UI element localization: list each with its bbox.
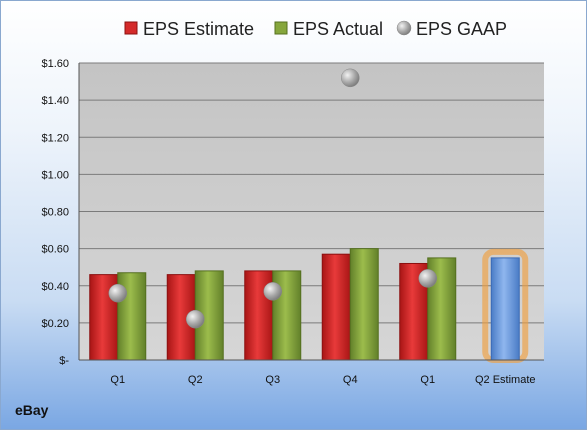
marker-eps-gaap xyxy=(418,269,437,288)
marker-eps-gaap xyxy=(108,283,127,303)
y-tick-label: $- xyxy=(59,355,69,367)
x-tick-label: Q1 xyxy=(110,374,125,386)
legend-eps-actual: EPS Actual xyxy=(274,19,383,39)
legend-label: EPS GAAP xyxy=(416,19,507,39)
bar-eps-actual xyxy=(272,270,302,361)
y-tick-label: $0.60 xyxy=(41,244,69,256)
x-tick-label: Q2 xyxy=(188,374,203,386)
company-label: eBay xyxy=(15,402,49,418)
legend-swatch xyxy=(396,20,412,36)
y-tick-label: $1.20 xyxy=(41,132,69,144)
bar-eps-actual xyxy=(349,248,379,361)
y-tick-label: $1.00 xyxy=(41,169,69,181)
y-tick-label: $1.40 xyxy=(41,95,69,107)
x-tick-label: Q3 xyxy=(265,374,280,386)
x-tick-label: Q2 Estimate xyxy=(475,374,536,386)
legend-eps-gaap: EPS GAAP xyxy=(396,19,507,39)
legend-eps-estimate: EPS Estimate xyxy=(124,19,254,39)
y-tick-label: $0.20 xyxy=(41,318,69,330)
bar-eps-estimate xyxy=(321,253,351,361)
legend-label: EPS Estimate xyxy=(143,19,254,39)
marker-eps-gaap xyxy=(263,282,282,301)
x-tick-label: Q4 xyxy=(343,374,358,386)
legend: EPS Estimate EPS Actual EPS GAAP xyxy=(124,19,507,39)
x-tick-label: Q1 xyxy=(420,374,435,386)
bars xyxy=(89,68,529,363)
bar-eps-q2-estimate xyxy=(490,257,520,361)
marker-eps-gaap xyxy=(341,68,360,88)
legend-label: EPS Actual xyxy=(293,19,383,39)
marker-eps-gaap xyxy=(186,309,205,329)
y-tick-label: $0.40 xyxy=(41,281,69,293)
legend-swatch xyxy=(274,21,288,35)
y-tick-label: $0.80 xyxy=(41,207,69,219)
y-tick-label: $1.60 xyxy=(41,58,69,70)
legend-swatch xyxy=(124,21,138,35)
axes: $- $0.20 $0.40 $0.60 $0.80 $1.00 $1.20 $1.40 $1.… xyxy=(41,58,544,386)
